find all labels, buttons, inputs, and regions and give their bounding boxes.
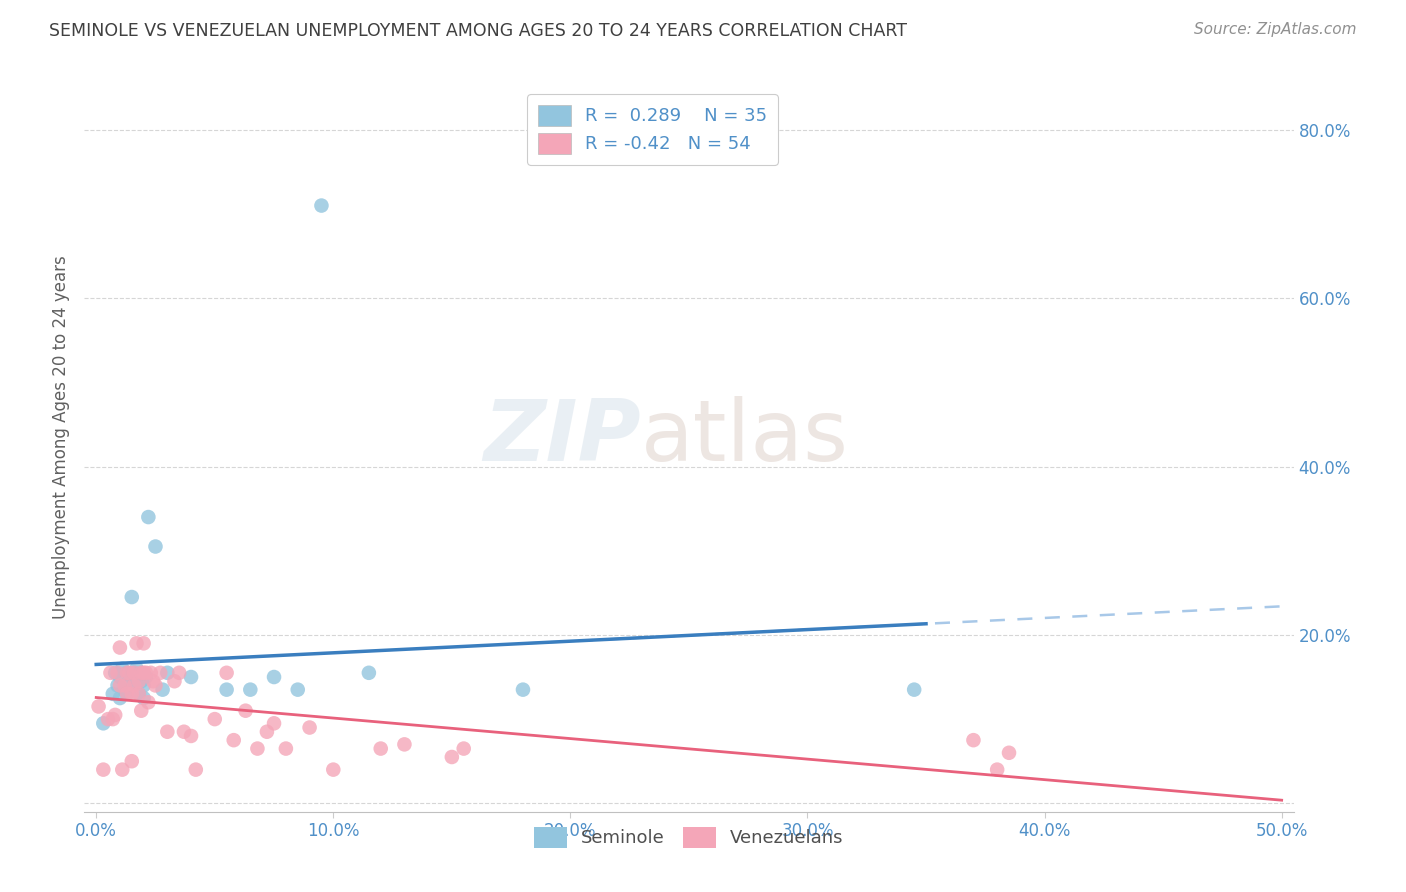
Point <box>998 746 1021 760</box>
Point <box>115 665 138 680</box>
Point <box>274 741 297 756</box>
Point <box>125 674 148 689</box>
Point <box>115 665 138 680</box>
Point <box>132 665 155 680</box>
Point <box>156 665 179 680</box>
Point <box>129 674 152 689</box>
Point <box>108 678 131 692</box>
Point <box>104 707 127 722</box>
Point <box>132 691 155 706</box>
Point <box>91 716 114 731</box>
Point <box>118 678 141 692</box>
Point <box>256 724 278 739</box>
Point <box>128 674 150 689</box>
Point <box>91 763 114 777</box>
Point <box>163 674 186 689</box>
Point <box>370 741 392 756</box>
Text: Source: ZipAtlas.com: Source: ZipAtlas.com <box>1194 22 1357 37</box>
Point <box>239 682 262 697</box>
Y-axis label: Unemployment Among Ages 20 to 24 years: Unemployment Among Ages 20 to 24 years <box>52 255 70 619</box>
Point <box>298 721 321 735</box>
Point <box>263 716 285 731</box>
Point <box>122 665 145 680</box>
Point <box>512 682 534 697</box>
Point <box>986 763 1008 777</box>
Point <box>132 678 155 692</box>
Point <box>322 763 344 777</box>
Point <box>107 665 129 680</box>
Point <box>118 665 141 680</box>
Point <box>121 590 143 604</box>
Text: SEMINOLE VS VENEZUELAN UNEMPLOYMENT AMONG AGES 20 TO 24 YEARS CORRELATION CHART: SEMINOLE VS VENEZUELAN UNEMPLOYMENT AMON… <box>49 22 907 40</box>
Point <box>121 687 143 701</box>
Point <box>129 665 152 680</box>
Point <box>100 665 122 680</box>
Point <box>156 724 179 739</box>
Legend: Seminole, Venezuelans: Seminole, Venezuelans <box>527 820 851 855</box>
Point <box>263 670 285 684</box>
Point <box>129 704 152 718</box>
Point <box>107 678 129 692</box>
Point <box>121 754 143 768</box>
Point <box>142 674 165 689</box>
Point <box>453 741 475 756</box>
Point <box>128 687 150 701</box>
Point <box>122 678 145 692</box>
Point <box>357 665 380 680</box>
Point <box>184 763 207 777</box>
Point <box>152 682 174 697</box>
Point <box>394 737 416 751</box>
Point <box>114 682 136 697</box>
Point <box>108 640 131 655</box>
Point <box>246 741 269 756</box>
Point <box>287 682 309 697</box>
Point <box>138 695 160 709</box>
Point <box>97 712 120 726</box>
Text: atlas: atlas <box>641 395 849 479</box>
Point <box>235 704 257 718</box>
Point <box>115 687 138 701</box>
Point <box>215 682 238 697</box>
Point <box>101 687 124 701</box>
Point <box>122 678 145 692</box>
Point <box>121 670 143 684</box>
Text: ZIP: ZIP <box>482 395 641 479</box>
Point <box>125 636 148 650</box>
Point <box>125 662 148 676</box>
Point <box>122 665 145 680</box>
Point <box>87 699 110 714</box>
Point <box>215 665 238 680</box>
Point <box>114 678 136 692</box>
Point <box>108 670 131 684</box>
Point <box>167 665 190 680</box>
Point <box>311 198 333 212</box>
Point <box>180 670 202 684</box>
Point <box>145 540 167 554</box>
Point <box>440 750 463 764</box>
Point <box>222 733 245 747</box>
Point <box>115 687 138 701</box>
Point <box>962 733 984 747</box>
Point <box>104 665 127 680</box>
Point <box>111 662 134 676</box>
Point <box>135 670 157 684</box>
Point <box>132 636 155 650</box>
Point <box>138 510 160 524</box>
Point <box>128 687 150 701</box>
Point <box>111 763 134 777</box>
Point <box>903 682 925 697</box>
Point <box>149 665 172 680</box>
Point <box>145 678 167 692</box>
Point <box>180 729 202 743</box>
Point <box>108 691 131 706</box>
Point <box>135 665 157 680</box>
Point <box>204 712 226 726</box>
Point <box>101 712 124 726</box>
Point <box>173 724 195 739</box>
Point <box>139 665 162 680</box>
